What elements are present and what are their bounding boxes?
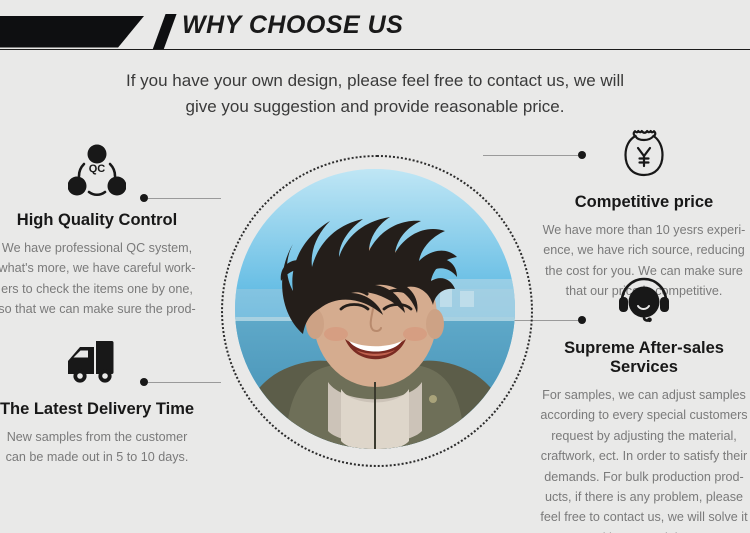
- svg-text:QC: QC: [89, 163, 106, 175]
